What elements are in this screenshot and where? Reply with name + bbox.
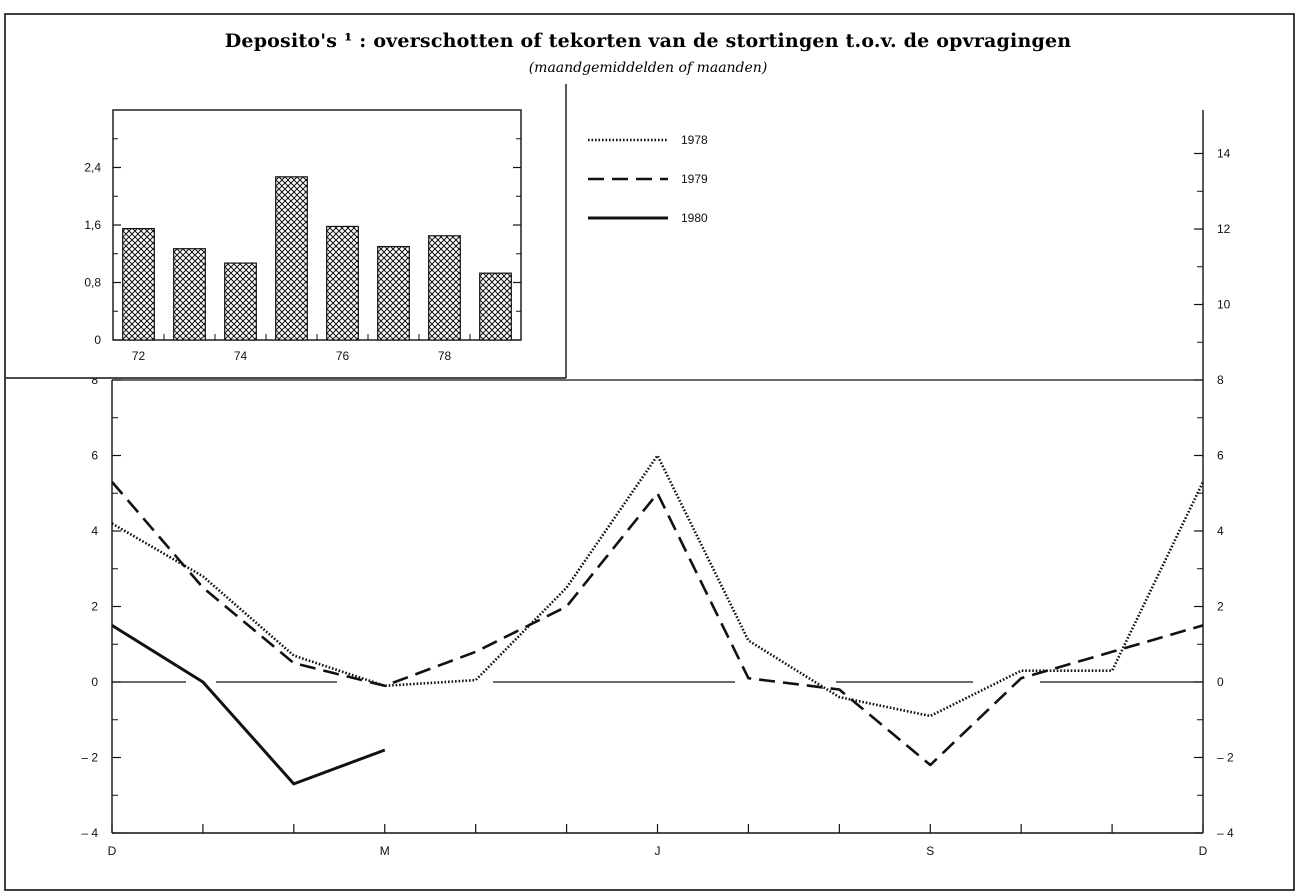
y-tick-label-left: – 4 [81,826,98,840]
chart-title: Deposito's ¹ : overschotten of tekorten … [225,30,1072,52]
legend-label-1980: 1980 [681,211,708,225]
y-tick-label-right: 12 [1217,222,1231,236]
y-tick-label-left: 8 [91,373,98,387]
figure-frame [4,13,1295,891]
inset-x-tick-label: 72 [132,349,146,363]
chart-subtitle: (maandgemiddelden of maanden) [529,60,768,76]
series-line-1979 [111,481,1204,767]
y-tick-label-right: 8 [1217,373,1224,387]
legend: 1978 1979 1980 [588,133,708,225]
y-tick-label-right: – 4 [1217,826,1234,840]
inset-y-tick-label: 0,8 [84,276,101,290]
y-tick-label-right: 2 [1217,600,1224,614]
y-tick-label-right: 14 [1217,147,1231,161]
y-tick-label-right: 0 [1217,675,1224,689]
legend-label-1978: 1978 [681,133,708,147]
inset-bar-74 [224,262,257,341]
x-tick-label: D [108,844,117,858]
inset-y-tick-label: 2,4 [84,161,101,175]
y-tick-label-right: 6 [1217,449,1224,463]
inset-bar-chart: 0 0,8 1,6 2,4 72 74 76 78 [6,84,567,379]
inset-x-tick-label: 78 [438,349,452,363]
inset-x-tick-label: 74 [234,349,248,363]
inset-y-tick-label: 0 [94,333,101,347]
inset-bar-76 [326,225,359,341]
y-tick-label-left: – 2 [81,751,98,765]
inset-bar-77 [377,245,410,341]
x-tick-label: D [1199,844,1208,858]
y-tick-label-left: 4 [91,524,98,538]
inset-bar-79 [479,272,512,341]
inset-bar-78 [428,235,461,341]
y-tick-label-left: 2 [91,600,98,614]
main-plot: – 4 – 2 0 2 4 6 8 – 4 – 2 0 2 4 6 8 10 12 14 D M J S D [81,110,1234,858]
y-tick-label-right: – 2 [1217,751,1234,765]
legend-label-1979: 1979 [681,172,708,186]
inset-bar-73 [173,248,206,341]
inset-bar-75 [275,176,308,341]
inset-y-tick-label: 1,6 [84,218,101,232]
y-tick-label-right: 4 [1217,524,1224,538]
y-tick-label-left: 6 [91,449,98,463]
y-tick-label-right: 10 [1217,298,1231,312]
inset-bar-72 [122,227,155,341]
x-tick-label: S [926,844,934,858]
y-tick-label-left: 0 [91,675,98,689]
x-tick-label: M [380,844,390,858]
x-tick-label: J [655,844,661,858]
series-line-1980 [111,624,386,786]
inset-x-tick-label: 76 [336,349,350,363]
